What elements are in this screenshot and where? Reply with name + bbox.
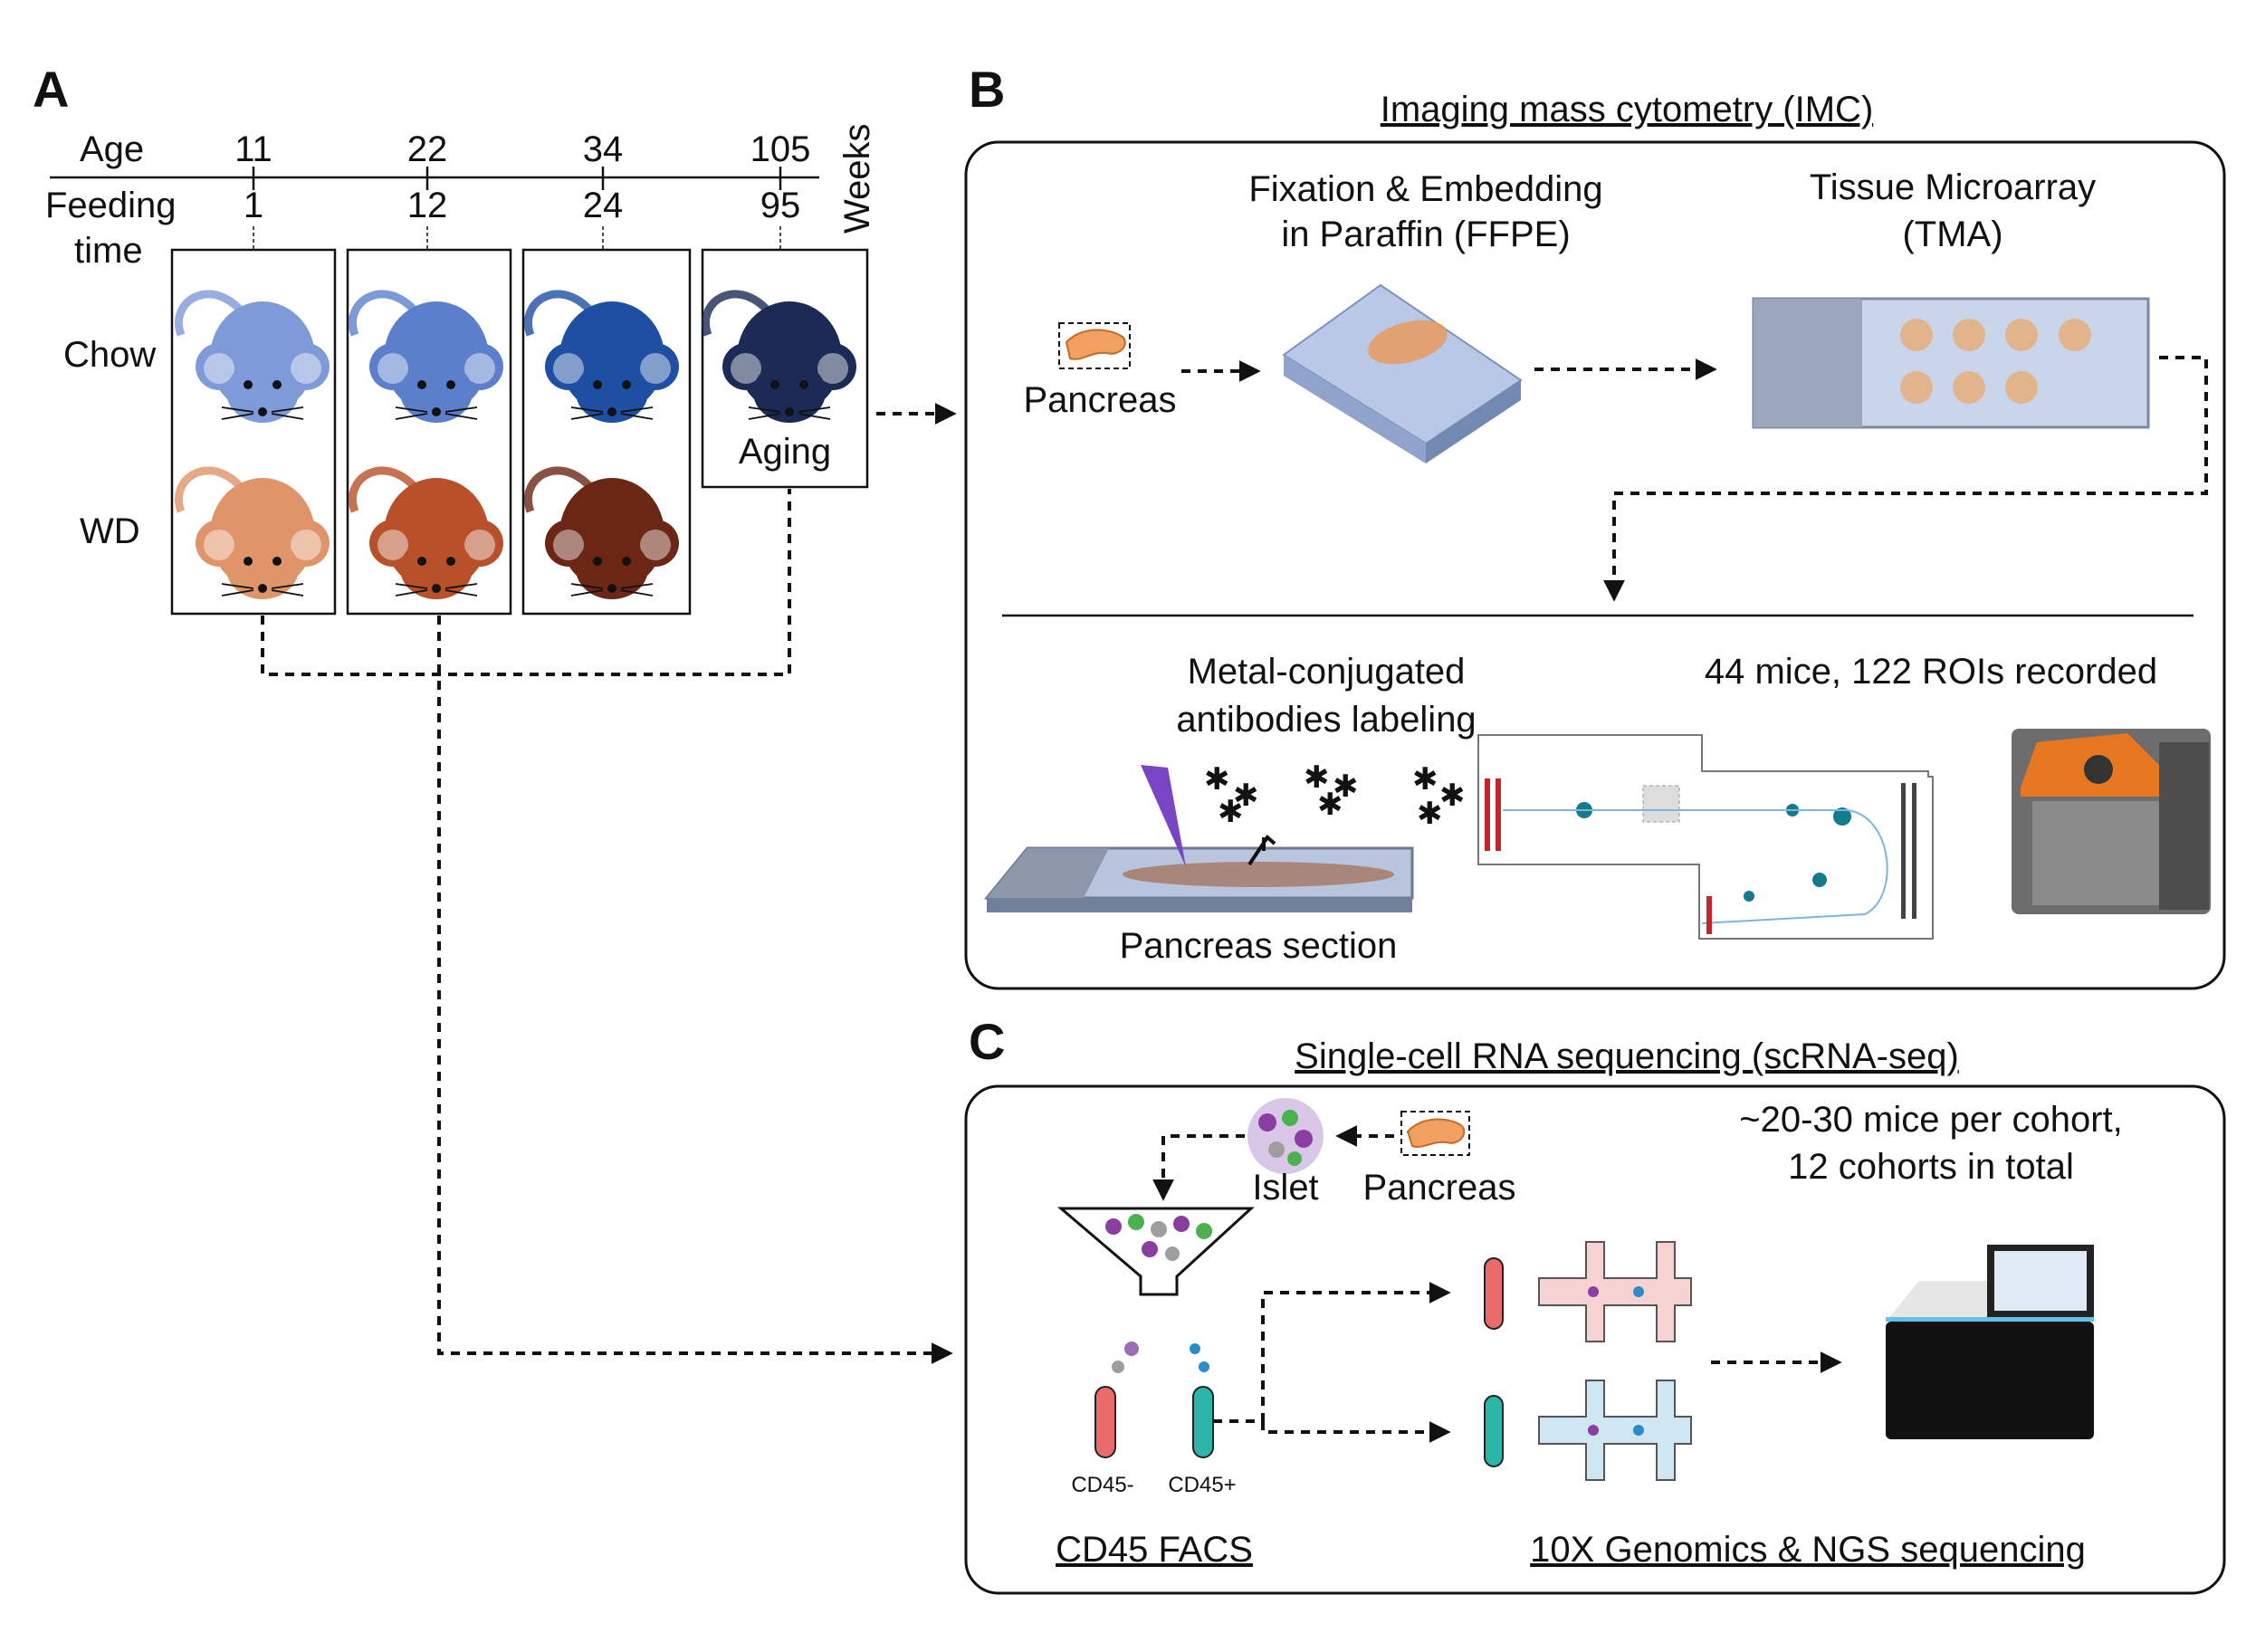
cohort-label-line-1: ~20-30 mice per cohort, [1739,1100,2123,1140]
svg-text:✱: ✱ [1233,778,1259,813]
svg-text:✱: ✱ [1317,788,1343,822]
feeding-axis-label-2: time [74,231,143,271]
ffpe-label-line-2: in Paraffin (FFPE) [1281,215,1570,254]
svg-text:✱: ✱ [1304,760,1330,795]
age-tick-105: 105 [750,129,811,169]
ffpe-block-icon [1282,283,1523,463]
cd45-negative-tube-icon [1094,1386,1116,1458]
antibody-label-line-1: Metal-conjugated [1188,652,1466,692]
age-ticks: 11 22 34 105 1 12 24 95 [234,129,810,250]
pancreas-section-label: Pancreas section [1120,926,1398,966]
pancreas-label-b: Pancreas [1024,380,1177,420]
genomics-label: 10X Genomics & NGS sequencing [1530,1530,2086,1570]
pancreas-section-slide-icon [983,765,1414,912]
cd45-positive-tube-icon [1192,1386,1214,1458]
antibody-label-line-2: antibodies labeling [1176,700,1476,740]
ffpe-label-line-1: Fixation & Embedding [1248,169,1602,209]
age-tick-34: 34 [583,129,624,169]
islet-cluster-icon [1247,1098,1324,1174]
wd-row-label: WD [80,511,140,551]
ngs-sequencer-icon [1886,1245,2094,1439]
svg-text:✱: ✱ [1218,795,1244,829]
svg-text:✱: ✱ [1204,762,1230,797]
pancreas-label-c: Pancreas [1363,1168,1516,1208]
feeding-tick-12: 12 [407,186,448,225]
cohort-label-line-2: 12 cohorts in total [1788,1147,2074,1187]
arrow-facs-to-10x-lower [1261,1421,1451,1443]
scrna-title: Single-cell RNA sequencing (scRNA-seq) [1295,1036,1959,1076]
mass-cytometer-chip-icon [1477,734,1934,940]
arrow-islet-to-facs [1152,1134,1245,1201]
feeding-tick-24: 24 [583,186,624,225]
chow-row-label: Chow [63,335,156,375]
tma-slide-icon [1752,297,2150,429]
10x-chip-lower-icon [1484,1380,1692,1481]
arrow-to-panel-c [437,616,953,1364]
svg-text:✱: ✱ [1417,797,1443,831]
stats-label: 44 mice, 122 ROIs recorded [1705,652,2157,692]
feeding-tick-1: 1 [244,186,263,225]
arrow-tma-to-labeling [1603,356,2208,602]
svg-text:✱: ✱ [1412,762,1438,797]
feeding-tick-95: 95 [760,186,801,225]
age-tick-11: 11 [234,129,272,169]
feeding-axis-label-1: Feeding [45,186,177,225]
svg-text:✱: ✱ [1333,769,1359,804]
tma-label-line-2: (TMA) [1902,215,2002,254]
10x-chip-upper-icon [1484,1241,1692,1342]
pancreas-organ-c-icon [1400,1111,1470,1156]
age-tick-22: 22 [407,129,448,169]
weeks-label: Weeks [837,123,877,234]
aging-label: Aging [739,432,831,472]
islet-label: Islet [1252,1168,1318,1208]
metal-antibodies-icon: ✱ ✱ ✱ ✱ ✱ ✱ ✱ ✱ ✱ [1204,760,1466,831]
arrow-facs-to-10x-upper [1213,1282,1451,1423]
cd45-positive-label: CD45+ [1168,1473,1236,1497]
pancreas-organ-icon [1058,322,1131,369]
panel-b-letter: B [969,61,1005,118]
svg-text:✱: ✱ [1439,778,1466,813]
panel-c-letter: C [969,1013,1005,1070]
imc-title: Imaging mass cytometry (IMC) [1381,90,1874,129]
imaging-mass-cytometer-instrument-icon [2012,729,2211,914]
cd45-negative-label: CD45- [1071,1473,1133,1497]
panel-a-letter: A [33,61,69,118]
age-axis-label: Age [80,129,144,169]
tma-label-line-1: Tissue Microarray [1810,167,2096,207]
facs-funnel-icon [1056,1207,1255,1373]
facs-label: CD45 FACS [1056,1530,1253,1570]
